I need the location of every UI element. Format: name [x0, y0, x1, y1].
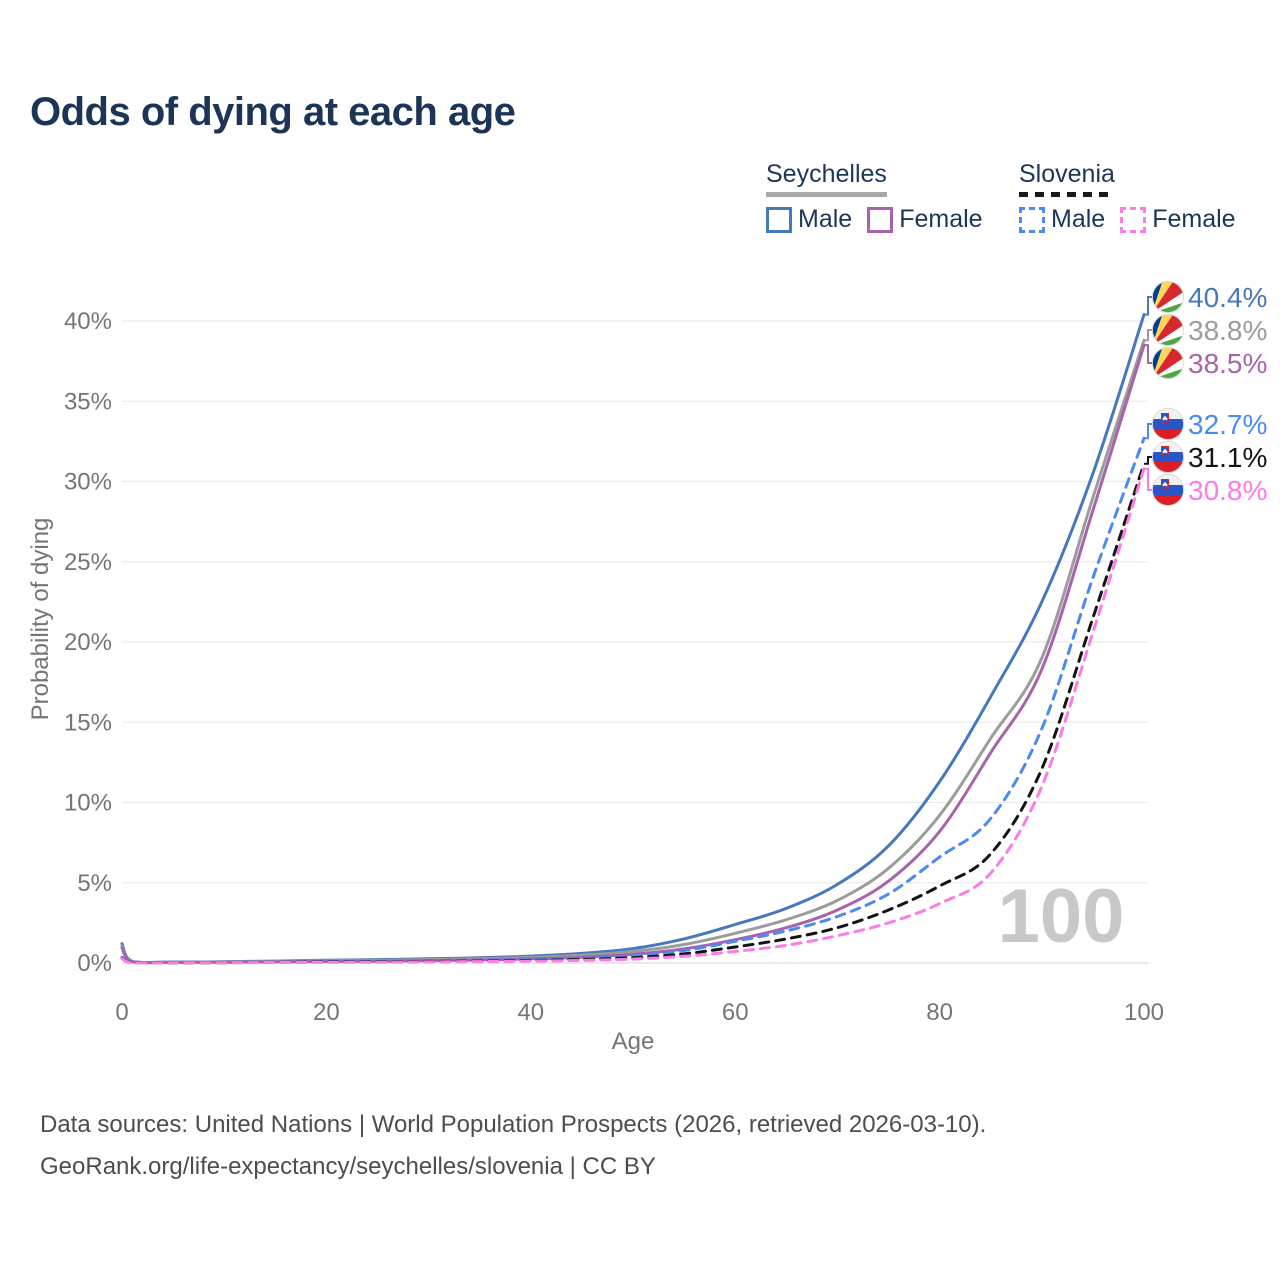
slovenia-female-swatch: [1120, 206, 1147, 233]
slovenia-male-swatch: [1019, 206, 1045, 233]
series-layer: [120, 313, 1146, 965]
slovenia-flag-icon: [1151, 440, 1185, 474]
series-line-slovenia-both[interactable]: [120, 462, 1146, 965]
solid-line-swatch: [766, 192, 887, 197]
y-axis-title: Probability of dying: [27, 518, 54, 721]
slovenia-flag-icon: [1151, 473, 1185, 507]
seychelles-flag-icon: [1151, 346, 1185, 380]
seychelles-male-swatch: [766, 206, 792, 233]
footer: Data sources: United Nations | World Pop…: [40, 1104, 986, 1188]
legend-item-seychelles-female[interactable]: Female: [899, 205, 983, 233]
x-tick-label: 80: [926, 999, 953, 1026]
y-tick-label: 30%: [64, 469, 112, 496]
legend-country-label: Slovenia: [1019, 160, 1115, 188]
end-value-label-slovenia-female: 30.8%: [1188, 475, 1267, 506]
series-line-seychelles-both[interactable]: [120, 338, 1146, 965]
y-tick-label: 35%: [64, 388, 112, 415]
series-line-slovenia-female[interactable]: [120, 467, 1146, 965]
label-connector: [1144, 344, 1152, 364]
seychelles-flag-icon: [1151, 280, 1185, 314]
y-tick-label: 15%: [64, 709, 112, 736]
end-value-label-seychelles-female: 38.5%: [1188, 348, 1267, 379]
footer-attribution: GeoRank.org/life-expectancy/seychelles/s…: [40, 1153, 656, 1180]
end-value-label-seychelles-both: 38.8%: [1188, 315, 1267, 346]
seychelles-female-swatch: [867, 206, 894, 233]
y-tick-label: 40%: [64, 308, 112, 335]
series-line-slovenia-male[interactable]: [120, 436, 1146, 965]
page-title: Odds of dying at each age: [30, 90, 516, 134]
label-connector: [1144, 456, 1152, 465]
legend-item-seychelles-male[interactable]: Male: [798, 205, 853, 233]
x-tick-label: 60: [722, 999, 749, 1026]
slovenia-flag-icon: [1151, 407, 1185, 441]
grid-layer: 0% 5% 10% 15% 20% 25% 30% 35% 40% 0 20 40 60 80 100: [64, 308, 1164, 1026]
legend-country-seychelles[interactable]: Seychelles: [766, 160, 887, 197]
end-value-label-seychelles-male: 40.4%: [1188, 282, 1267, 313]
label-connector: [1144, 296, 1152, 316]
y-tick-label: 5%: [77, 870, 112, 897]
series-line-seychelles-female[interactable]: [120, 343, 1146, 965]
legend-country-slovenia[interactable]: Slovenia: [1019, 160, 1115, 197]
x-axis-title: Age: [612, 1028, 655, 1055]
dashed-line-swatch: [1019, 192, 1115, 197]
label-connector: [1144, 329, 1152, 342]
end-value-label-slovenia-both: 31.1%: [1188, 442, 1267, 473]
x-tick-label: 100: [1124, 999, 1164, 1026]
end-label-layer: 40.4%38.8%38.5% 32.7%31.1%30.8%: [1144, 280, 1267, 507]
y-tick-label: 10%: [64, 790, 112, 817]
legend-country-label: Seychelles: [766, 160, 887, 188]
legend: Seychelles Male Female Slovenia Male Fem…: [0, 160, 1280, 250]
label-connector: [1144, 423, 1152, 440]
x-tick-label: 0: [115, 999, 128, 1026]
legend-item-slovenia-male[interactable]: Male: [1051, 205, 1106, 233]
legend-group-slovenia: Slovenia Male Female: [1019, 160, 1251, 234]
end-value-label-slovenia-male: 32.7%: [1188, 409, 1267, 440]
series-line-seychelles-male[interactable]: [120, 313, 1146, 965]
legend-item-slovenia-female[interactable]: Female: [1152, 205, 1236, 233]
y-tick-label: 20%: [64, 629, 112, 656]
y-tick-label: 0%: [77, 950, 112, 977]
y-tick-label: 25%: [64, 549, 112, 576]
watermark-age-100: 100: [998, 874, 1125, 959]
legend-group-seychelles: Seychelles Male Female: [766, 160, 998, 234]
label-connector: [1144, 467, 1152, 491]
seychelles-flag-icon: [1151, 313, 1185, 347]
x-tick-label: 40: [517, 999, 544, 1026]
footer-data-sources: Data sources: United Nations | World Pop…: [40, 1111, 987, 1138]
x-tick-label: 20: [313, 999, 340, 1026]
